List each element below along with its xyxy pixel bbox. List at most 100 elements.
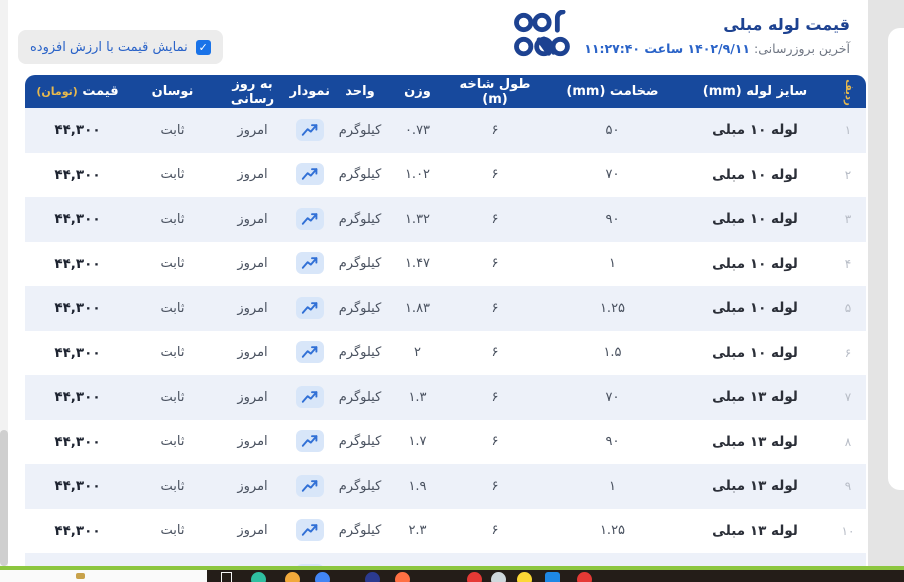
taskbar[interactable]: [207, 570, 904, 582]
pipe-size-cell: لوله ۱۰ مبلی: [712, 255, 798, 272]
pipe-size-cell: لوله ۱۳ مبلی: [680, 375, 830, 420]
branch-length-cell: ۶: [491, 167, 499, 183]
thickness-cell: ۹۰: [605, 434, 620, 450]
line-chart-icon[interactable]: [296, 430, 324, 453]
last-updated-label: آخرین بروزرسانی:: [754, 40, 850, 56]
app-icon[interactable]: [467, 572, 482, 582]
chart-cell: [290, 197, 330, 242]
branch-length-cell: ۶: [445, 464, 545, 509]
app-icon[interactable]: [395, 572, 410, 582]
table-row: ۹ لوله ۱۳ مبلی ۱ ۶ ۱.۹ کیلوگرم امروز ثاب…: [25, 464, 866, 509]
col-header-branch-length: طول شاخه (m): [445, 75, 545, 108]
unit-cell: کیلوگرم: [338, 256, 382, 272]
price-cell: ۴۴,۳۰۰: [54, 433, 101, 450]
col-header-updated: به روز رسانی: [215, 75, 290, 108]
app-icon[interactable]: [251, 572, 266, 582]
line-chart-icon[interactable]: [296, 207, 324, 230]
change-cell: ثابت: [130, 108, 215, 153]
col-header-row-index: ردیف: [830, 75, 866, 108]
app-icon[interactable]: [545, 572, 560, 582]
thickness-cell: ۱: [545, 464, 680, 509]
last-updated-value: ۱۴۰۲/۹/۱۱ ساعت ۱۱:۲۷:۴۰: [584, 40, 751, 56]
line-chart-icon[interactable]: [296, 385, 324, 408]
thickness-cell: ۷۰: [545, 375, 680, 420]
price-cell: ۴۴,۳۰۰: [25, 197, 130, 242]
line-chart-icon[interactable]: [296, 341, 324, 364]
unit-cell: کیلوگرم: [330, 464, 390, 509]
change-cell: ثابت: [160, 345, 185, 361]
change-cell: ثابت: [160, 434, 185, 450]
weight-cell: ۱.۳: [390, 375, 445, 420]
table-header-row: ردیف سایز لوله (mm) ضخامت (mm) طول شاخه …: [25, 75, 866, 108]
price-unit-label: (تومان): [36, 85, 78, 98]
page-gutter: [868, 0, 904, 566]
row-index-cell: ۶: [844, 345, 852, 360]
price-cell: ۴۴,۳۰۰: [54, 166, 101, 183]
thickness-cell: ۱.۲۵: [545, 286, 680, 331]
branch-length-cell: ۶: [445, 375, 545, 420]
chart-cell: [290, 331, 330, 376]
change-cell: ثابت: [130, 197, 215, 242]
chart-cell: [290, 286, 330, 331]
updated-cell: امروز: [237, 345, 268, 361]
vat-toggle[interactable]: ✓ نمایش قیمت با ارزش افزوده: [18, 30, 223, 64]
unit-cell: کیلوگرم: [338, 434, 382, 450]
line-chart-icon[interactable]: [296, 118, 324, 141]
bottom-strip: [0, 570, 904, 582]
line-chart-icon[interactable]: [296, 296, 324, 319]
site-logo[interactable]: [510, 8, 572, 62]
col-header-change: نوسان: [130, 75, 215, 108]
last-updated: آخرین بروزرسانی: ۱۴۰۲/۹/۱۱ ساعت ۱۱:۲۷:۴۰: [584, 41, 850, 56]
page-header: قیمت لوله مبلی آخرین بروزرسانی: ۱۴۰۲/۹/۱…: [510, 8, 850, 62]
table-row: ۱ لوله ۱۰ مبلی ۵۰ ۶ ۰.۷۳ کیلوگرم امروز ث…: [25, 108, 866, 153]
table-row: ۲ لوله ۱۰ مبلی ۷۰ ۶ ۱.۰۲ کیلوگرم امروز ث…: [25, 153, 866, 198]
price-cell: ۴۴,۳۰۰: [54, 255, 101, 272]
weight-cell: ۱.۷: [408, 434, 427, 450]
chart-cell: [290, 464, 330, 509]
unit-cell: کیلوگرم: [330, 286, 390, 331]
app-icon[interactable]: [517, 572, 532, 582]
row-index-cell: ۲: [844, 167, 852, 182]
table-row: ۸ لوله ۱۳ مبلی ۹۰ ۶ ۱.۷ کیلوگرم امروز ثا…: [25, 420, 866, 465]
weight-cell: ۱.۴۷: [404, 256, 431, 272]
weight-cell: ۱.۳۲: [390, 197, 445, 242]
updated-cell: امروز: [215, 197, 290, 242]
app-icon[interactable]: [577, 572, 592, 582]
vertical-scrollbar[interactable]: [0, 0, 8, 566]
line-chart-icon[interactable]: [296, 252, 324, 275]
app-icon[interactable]: [315, 572, 330, 582]
thickness-cell: ۱.۲۵: [599, 523, 626, 539]
change-cell: ثابت: [160, 256, 185, 272]
weight-cell: ۰.۷۳: [390, 108, 445, 153]
cursor-mark: [76, 573, 85, 579]
chart-cell: [290, 153, 330, 198]
pipe-size-cell: لوله ۱۳ مبلی: [712, 433, 798, 450]
row-index-cell: ۷: [830, 375, 866, 420]
updated-cell: امروز: [237, 523, 268, 539]
app-icon[interactable]: [491, 572, 506, 582]
scrollbar-thumb[interactable]: [0, 430, 8, 566]
line-chart-icon[interactable]: [296, 163, 324, 186]
change-cell: ثابت: [130, 375, 215, 420]
line-chart-icon[interactable]: [296, 474, 324, 497]
price-cell: ۴۴,۳۰۰: [25, 286, 130, 331]
vat-checkbox-icon[interactable]: ✓: [195, 39, 211, 55]
thickness-cell: ۹۰: [545, 197, 680, 242]
window-icon[interactable]: [221, 572, 232, 582]
app-icon[interactable]: [285, 572, 300, 582]
app-icon[interactable]: [365, 572, 380, 582]
row-index-cell: ۱: [830, 108, 866, 153]
updated-cell: امروز: [215, 464, 290, 509]
chart-cell: [290, 509, 330, 554]
site-logo-icon: [514, 10, 571, 57]
chart-cell: [290, 242, 330, 287]
pipe-size-cell: لوله ۱۰ مبلی: [680, 197, 830, 242]
col-header-thickness: ضخامت (mm): [545, 75, 680, 108]
pipe-size-cell: لوله ۱۰ مبلی: [712, 166, 798, 183]
chart-cell: [290, 108, 330, 153]
line-chart-icon[interactable]: [296, 519, 324, 542]
change-cell: ثابت: [130, 286, 215, 331]
table-body: ۱ لوله ۱۰ مبلی ۵۰ ۶ ۰.۷۳ کیلوگرم امروز ث…: [25, 108, 866, 582]
unit-cell: کیلوگرم: [330, 108, 390, 153]
price-cell: ۴۴,۳۰۰: [25, 108, 130, 153]
